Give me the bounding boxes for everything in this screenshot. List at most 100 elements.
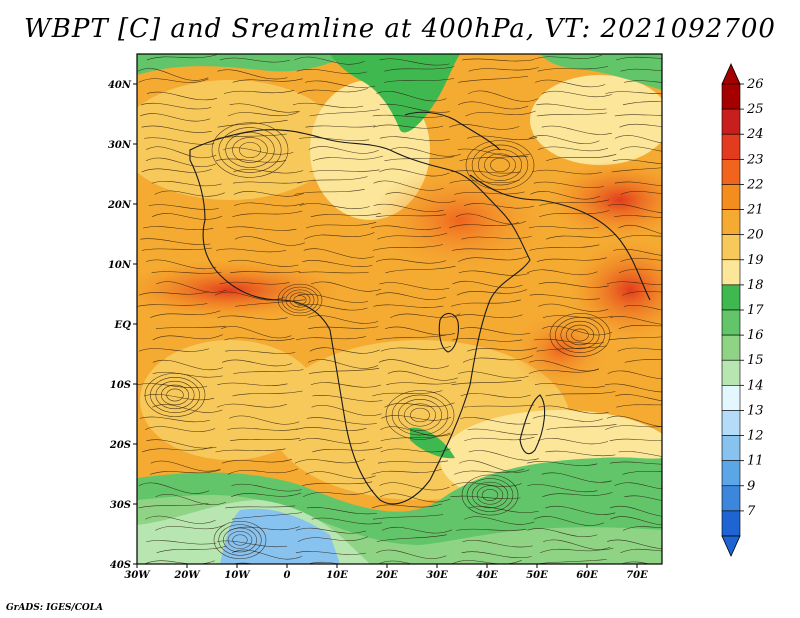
streamline bbox=[458, 255, 529, 262]
streamline bbox=[452, 280, 523, 289]
field-region bbox=[370, 165, 550, 275]
streamline bbox=[533, 181, 604, 188]
vortex-streamline bbox=[218, 524, 262, 556]
streamline bbox=[373, 124, 444, 129]
streamline bbox=[614, 135, 662, 144]
colorbar-swatch bbox=[721, 485, 741, 512]
streamline bbox=[297, 536, 369, 542]
streamline bbox=[455, 213, 527, 225]
streamline bbox=[145, 157, 217, 167]
streamline bbox=[529, 135, 600, 144]
streamline bbox=[607, 370, 662, 379]
vortex-streamline bbox=[461, 474, 519, 516]
streamline bbox=[614, 114, 662, 117]
vortex-streamline bbox=[211, 122, 289, 178]
streamline bbox=[232, 78, 303, 83]
lat-tick-label: 10S bbox=[110, 380, 131, 391]
streamline bbox=[527, 528, 598, 537]
colorbar-swatch bbox=[721, 334, 741, 361]
streamline bbox=[225, 505, 296, 509]
colorbar-swatch bbox=[721, 385, 741, 411]
colorbar-swatch bbox=[721, 234, 741, 261]
streamline bbox=[613, 248, 662, 256]
streamline bbox=[152, 334, 223, 341]
streamline bbox=[309, 169, 380, 173]
streamline bbox=[377, 460, 449, 464]
streamline bbox=[221, 326, 292, 339]
field-region bbox=[530, 75, 662, 165]
streamline bbox=[298, 438, 369, 445]
streamline bbox=[605, 91, 662, 94]
colorbar-swatch bbox=[721, 83, 741, 110]
streamline bbox=[137, 303, 208, 307]
streamline bbox=[457, 101, 529, 110]
vortex-streamline bbox=[490, 157, 510, 173]
colorbar: 26 25 24 23 22 21 20 19 18 17 16 15 14 13 12 11 9 7 bbox=[721, 63, 764, 557]
lon-tick-label: 20W bbox=[173, 570, 201, 581]
streamline bbox=[373, 180, 444, 191]
streamline bbox=[451, 247, 522, 251]
streamline bbox=[230, 271, 301, 274]
streamline bbox=[624, 80, 662, 83]
streamline bbox=[138, 502, 209, 509]
streamline bbox=[139, 416, 210, 423]
streamline bbox=[532, 415, 603, 422]
streamline bbox=[295, 527, 366, 534]
streamlines bbox=[137, 54, 662, 564]
streamline bbox=[619, 146, 662, 152]
streamline bbox=[233, 169, 304, 174]
vortex-streamline bbox=[293, 295, 307, 305]
streamline bbox=[620, 191, 662, 195]
streamline bbox=[450, 170, 521, 174]
streamline bbox=[234, 202, 305, 207]
streamline bbox=[528, 225, 599, 230]
lat-tick-label: 30S bbox=[110, 500, 131, 511]
streamline bbox=[155, 325, 227, 330]
colorbar-label: 24 bbox=[746, 127, 764, 142]
lon-tick-label: 70E bbox=[626, 570, 648, 581]
streamline bbox=[605, 383, 662, 393]
streamline bbox=[612, 159, 662, 165]
streamline bbox=[536, 112, 607, 117]
streamline bbox=[529, 244, 600, 251]
streamline bbox=[461, 236, 532, 240]
streamline bbox=[151, 213, 223, 220]
streamline bbox=[308, 368, 380, 374]
vortex-streamline bbox=[571, 328, 589, 342]
streamline bbox=[462, 58, 533, 62]
streamline bbox=[296, 427, 367, 431]
map-figure: 30W 20W 10W 0 10E 20E 30E 40E 50E 60E 70E 40N 30N 20… bbox=[107, 53, 764, 581]
streamline bbox=[379, 103, 450, 113]
streamline bbox=[546, 154, 617, 162]
colorbar-swatch bbox=[721, 209, 741, 235]
streamline bbox=[234, 299, 306, 307]
streamline bbox=[146, 146, 217, 159]
streamline bbox=[531, 54, 602, 61]
streamline bbox=[376, 258, 447, 264]
streamline bbox=[621, 561, 651, 564]
streamline bbox=[146, 54, 217, 61]
vortex-streamline bbox=[155, 380, 195, 410]
streamline bbox=[619, 123, 662, 128]
streamline bbox=[530, 191, 601, 200]
vortex-streamline bbox=[560, 320, 600, 350]
streamline bbox=[224, 337, 295, 341]
streamline bbox=[138, 78, 209, 83]
colorbar-top-arrow bbox=[721, 63, 741, 85]
streamline bbox=[451, 560, 522, 564]
streamline bbox=[379, 282, 450, 290]
lon-tick-label: 60E bbox=[576, 570, 598, 581]
colorbar-label: 13 bbox=[747, 403, 764, 418]
streamline bbox=[541, 472, 612, 483]
streamline bbox=[449, 124, 520, 130]
streamline bbox=[541, 90, 612, 98]
streamline bbox=[375, 292, 446, 300]
lon-tick-label: 50E bbox=[526, 570, 548, 581]
streamline bbox=[223, 147, 294, 155]
lon-tick-label: 40E bbox=[476, 570, 498, 581]
colorbar-label: 23 bbox=[746, 152, 764, 167]
streamline bbox=[227, 468, 299, 475]
streamline bbox=[464, 516, 535, 525]
streamline bbox=[467, 135, 538, 140]
streamline bbox=[460, 417, 531, 425]
